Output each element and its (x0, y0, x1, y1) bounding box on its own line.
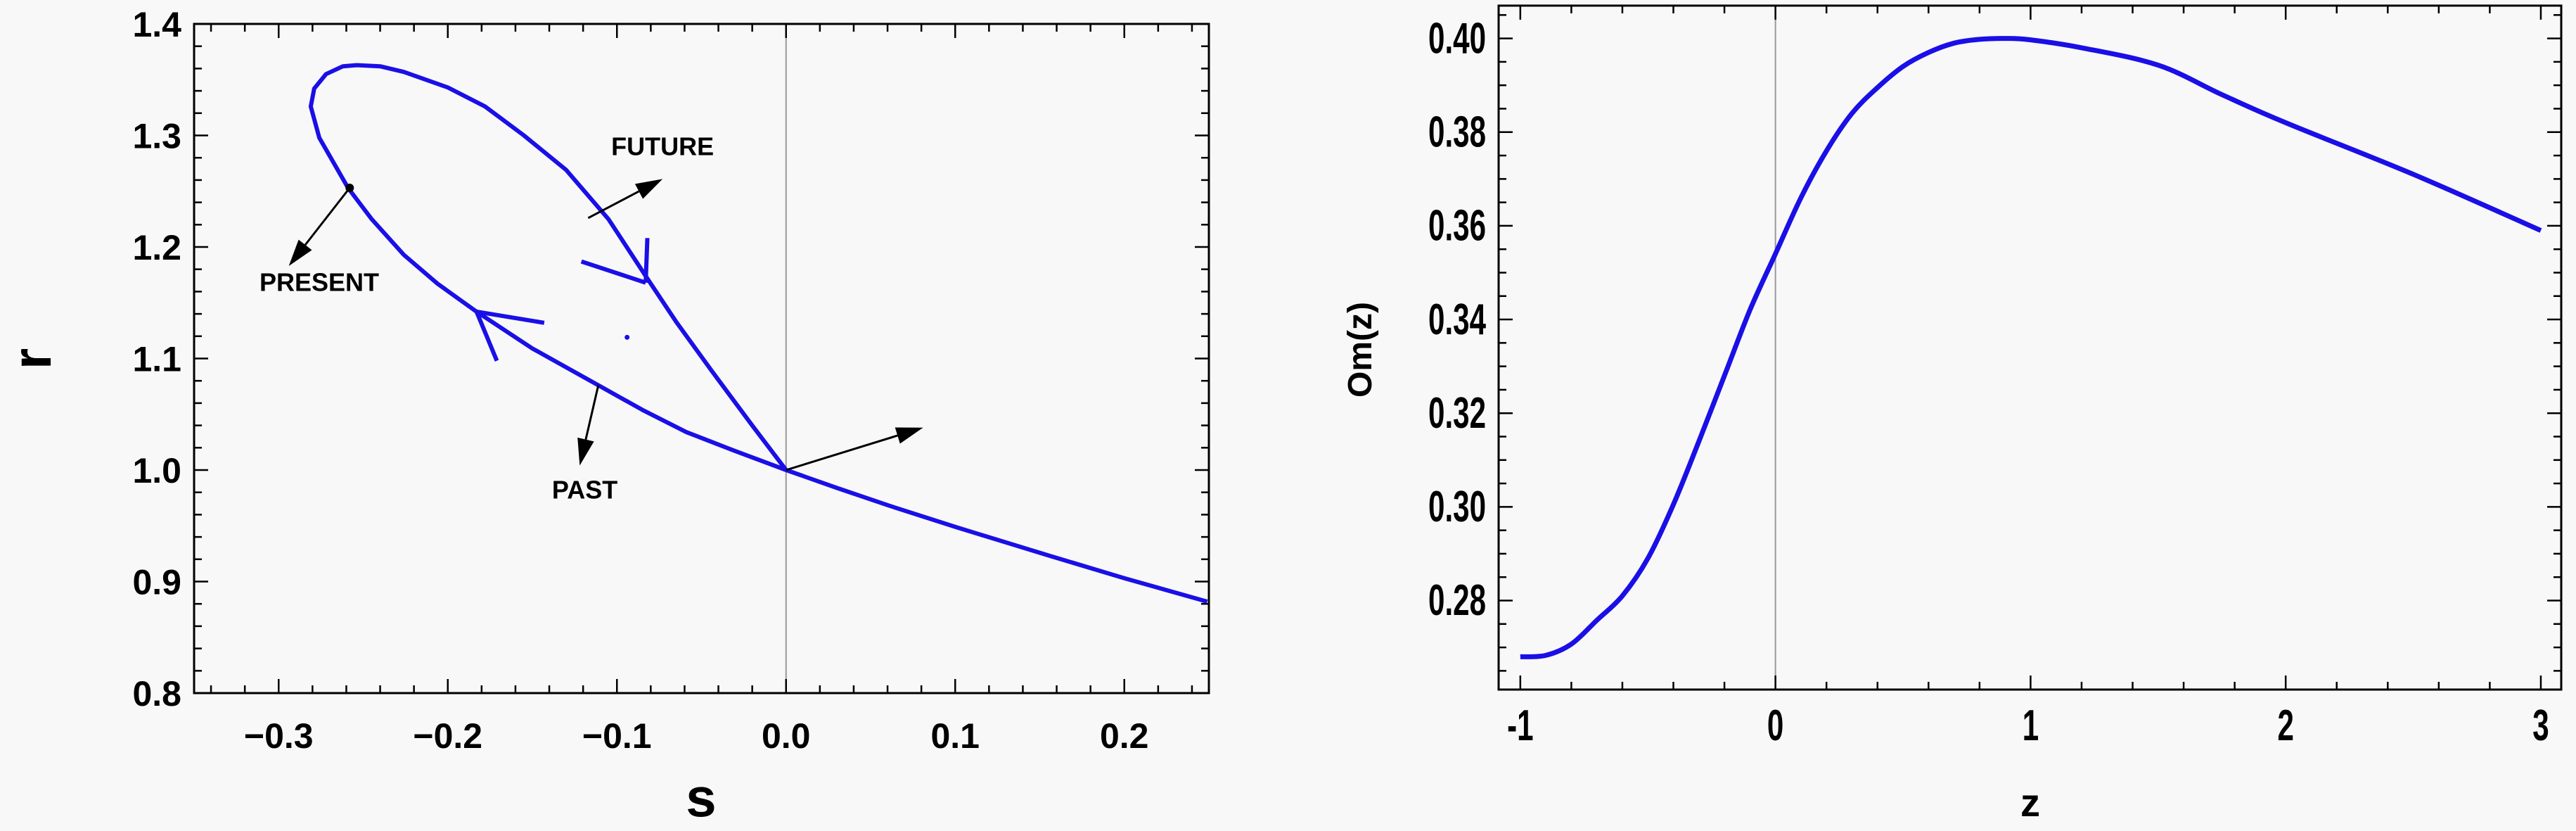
y-tick-label: 0.32 (1428, 389, 1486, 438)
y-axis-title-r: r (1, 348, 63, 369)
y-tick-label: 0.9 (132, 563, 181, 602)
x-tick-label: 1 (2023, 702, 2039, 750)
annotation-arrowhead (577, 437, 594, 466)
x-tick-label: -1 (1507, 702, 1533, 750)
series-line-om (1520, 36, 2542, 659)
x-tick-label: 0 (1767, 702, 1783, 750)
annotation-arrowhead (634, 179, 663, 199)
annotation-arrow-shaft (584, 385, 600, 440)
x-tick-label: −0.1 (582, 716, 652, 756)
y-tick-label: 1.3 (132, 117, 181, 156)
y-tick-label: 1.1 (132, 340, 181, 379)
x-tick-label: 3 (2532, 702, 2549, 750)
y-tick-label: 1.0 (132, 451, 181, 490)
x-tick-label: −0.2 (413, 716, 482, 756)
y-tick-label: 0.34 (1428, 296, 1486, 344)
annotation-label-future: FUTURE (611, 132, 714, 160)
annotation-arrow-shaft (786, 434, 898, 471)
y-tick-label: 1.4 (132, 5, 181, 44)
plot-r-vs-s: −0.3 −0.2 −0.1 0.0 0.1 0.2 0.8 0.9 1.0 1.1 1.2 1.3 1… (132, 5, 1210, 756)
series-line (308, 63, 1208, 604)
y-tick-label: 0.38 (1428, 108, 1486, 156)
y-axis-title-om: Om(z) (1342, 302, 1379, 398)
x-axis-title-s: s (686, 766, 716, 828)
annotation-arrowhead (288, 239, 312, 266)
x-tick-label: −0.3 (244, 716, 314, 756)
annotation-label-past: PAST (552, 476, 617, 505)
y-tick-label: 0.8 (132, 674, 181, 713)
y-tick-label: 0.40 (1428, 14, 1486, 63)
y-tick-label: 0.28 (1428, 576, 1486, 625)
plot-om-vs-z: -1 0 1 2 3 0.28 0.30 0.32 0.34 0.36 0.38 0.40 (1428, 4, 2563, 750)
annotation-arrow-shaft (304, 187, 351, 246)
x-axis-title-z: z (2020, 780, 2040, 825)
direction-arrow-wing (643, 238, 650, 283)
y-tick-label: 0.36 (1428, 202, 1486, 250)
y-tick-label: 0.30 (1428, 483, 1486, 531)
annotation-label-present: PRESENT (259, 268, 379, 297)
x-tick-label: 0.2 (1100, 716, 1149, 756)
x-tick-label: 0.0 (762, 716, 811, 756)
x-tick-label: 2 (2277, 702, 2293, 750)
annotation-arrow-shaft (587, 190, 640, 220)
direction-arrow-wing (580, 259, 647, 285)
fixed-point-marker (624, 334, 630, 340)
y-tick-label: 1.2 (132, 228, 181, 267)
direction-arrow-wing (476, 309, 545, 325)
x-tick-label: 0.1 (930, 716, 980, 756)
direction-arrow-wing (474, 310, 499, 362)
annotation-arrowhead (895, 427, 923, 444)
